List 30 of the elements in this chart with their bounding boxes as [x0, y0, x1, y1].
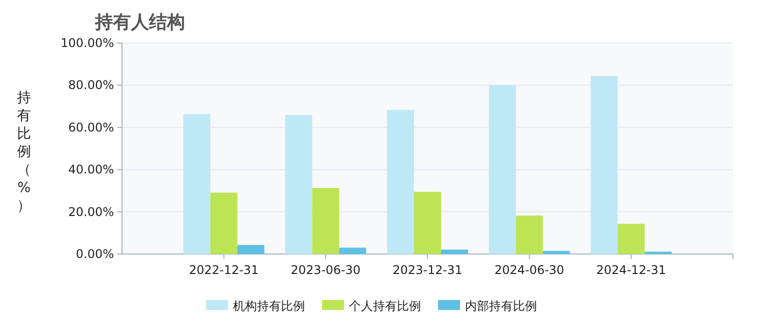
bar	[542, 250, 570, 254]
bar	[237, 244, 264, 254]
x-tick-label: 2023-06-30	[290, 263, 361, 277]
x-tick-label: 2024-06-30	[494, 263, 564, 277]
bar	[339, 248, 366, 254]
bar	[488, 84, 516, 254]
x-tick-label: 2022-12-31	[188, 263, 259, 277]
bar	[210, 192, 238, 254]
bar	[441, 250, 468, 254]
legend-label: 内部持有比例	[465, 299, 537, 313]
y-tick-label: 20.00%	[68, 204, 114, 219]
bar	[312, 188, 340, 254]
y-tick-label: 100.00%	[60, 36, 114, 50]
y-tick-label: 40.00%	[68, 162, 114, 177]
bar	[285, 114, 312, 254]
y-axis-title: 持有比例（%）	[17, 90, 31, 214]
bar	[618, 224, 645, 254]
bar	[183, 114, 210, 254]
y-tick-label: 60.00%	[68, 120, 114, 134]
bar	[414, 192, 441, 254]
bar	[387, 110, 414, 254]
bar	[516, 216, 543, 254]
x-tick-label: 2023-12-31	[392, 263, 462, 277]
y-tick-label: 0.00%	[76, 247, 114, 261]
legend-label: 机构持有比例	[233, 299, 305, 313]
x-tick-label: 2024-12-31	[596, 263, 666, 277]
y-tick-label: 80.00%	[68, 78, 114, 92]
bar	[590, 76, 618, 254]
legend-label: 个人持有比例	[349, 299, 421, 313]
chart-title: 持有人结构	[94, 12, 185, 33]
